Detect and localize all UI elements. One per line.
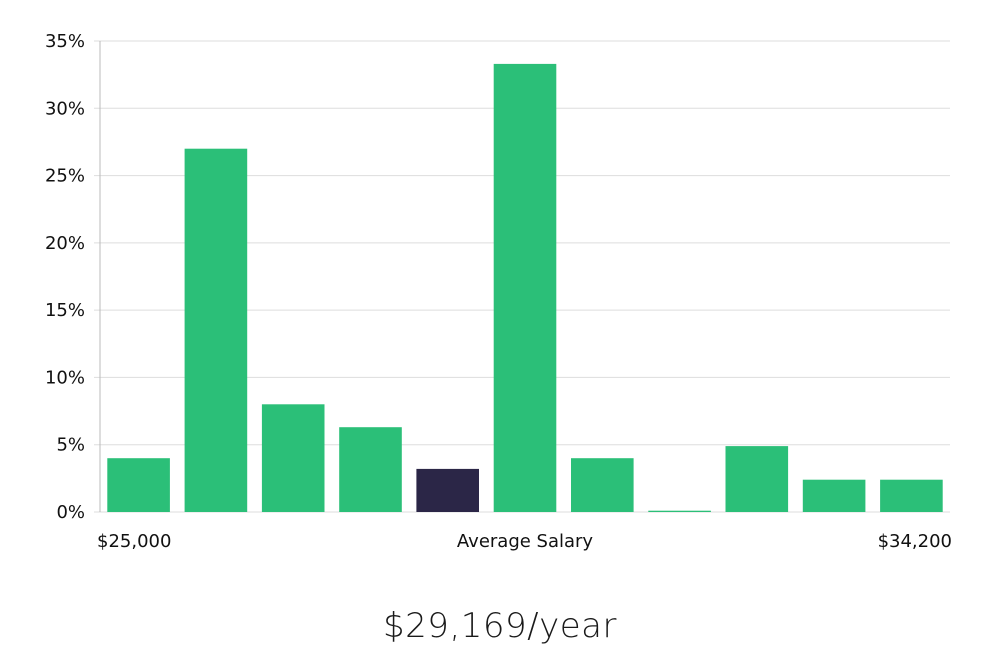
y-tick-label: 0% [56, 502, 85, 523]
bar [880, 479, 943, 512]
salary-distribution-chart: 0% 5% 10% 15% 20% 25% 30% 35% $25,000 Average S… [45, 31, 952, 552]
y-tick-label: 25% [45, 166, 85, 187]
bar [725, 446, 789, 512]
bar [648, 510, 711, 512]
x-label-min: $25,000 [97, 531, 171, 552]
y-tick-label: 35% [45, 31, 85, 52]
y-axis: 0% 5% 10% 15% 20% 25% 30% 35% [45, 31, 101, 523]
average-salary-value: $29,169/year [383, 606, 617, 646]
y-tick-label: 10% [45, 367, 85, 388]
bar [339, 427, 402, 512]
bar [802, 479, 866, 512]
y-tick-label: 30% [45, 98, 85, 119]
bars [107, 63, 943, 513]
bar-average [416, 468, 479, 512]
x-label-center: Average Salary [457, 531, 594, 552]
y-tick-label: 20% [45, 233, 85, 254]
bar [261, 404, 325, 512]
bar [184, 148, 248, 512]
y-tick-label: 5% [56, 435, 85, 456]
x-label-max: $34,200 [878, 531, 952, 552]
bar [493, 63, 557, 513]
bar [107, 458, 170, 512]
y-tick-label: 15% [45, 300, 85, 321]
bar [571, 458, 634, 512]
